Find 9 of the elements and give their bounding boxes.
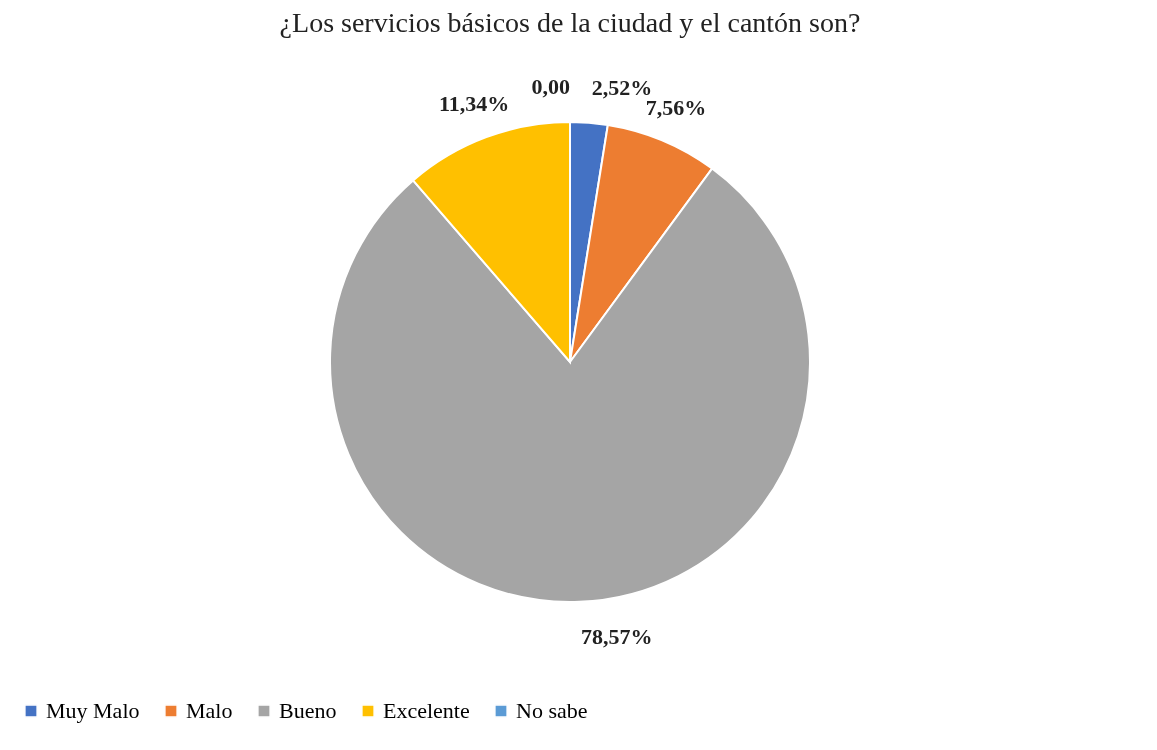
legend-label: Malo [186,698,233,723]
legend-label: Excelente [383,698,470,723]
chart-title: ¿Los servicios básicos de la ciudad y el cantón son? [279,7,861,38]
legend-label: Bueno [279,698,337,723]
legend-label: Muy Malo [46,698,140,723]
text: 0,00 [531,74,570,99]
data-label: 11,34% [438,91,510,117]
legend-label: No sabe [516,698,588,723]
data-label: 78,57% [580,623,653,649]
